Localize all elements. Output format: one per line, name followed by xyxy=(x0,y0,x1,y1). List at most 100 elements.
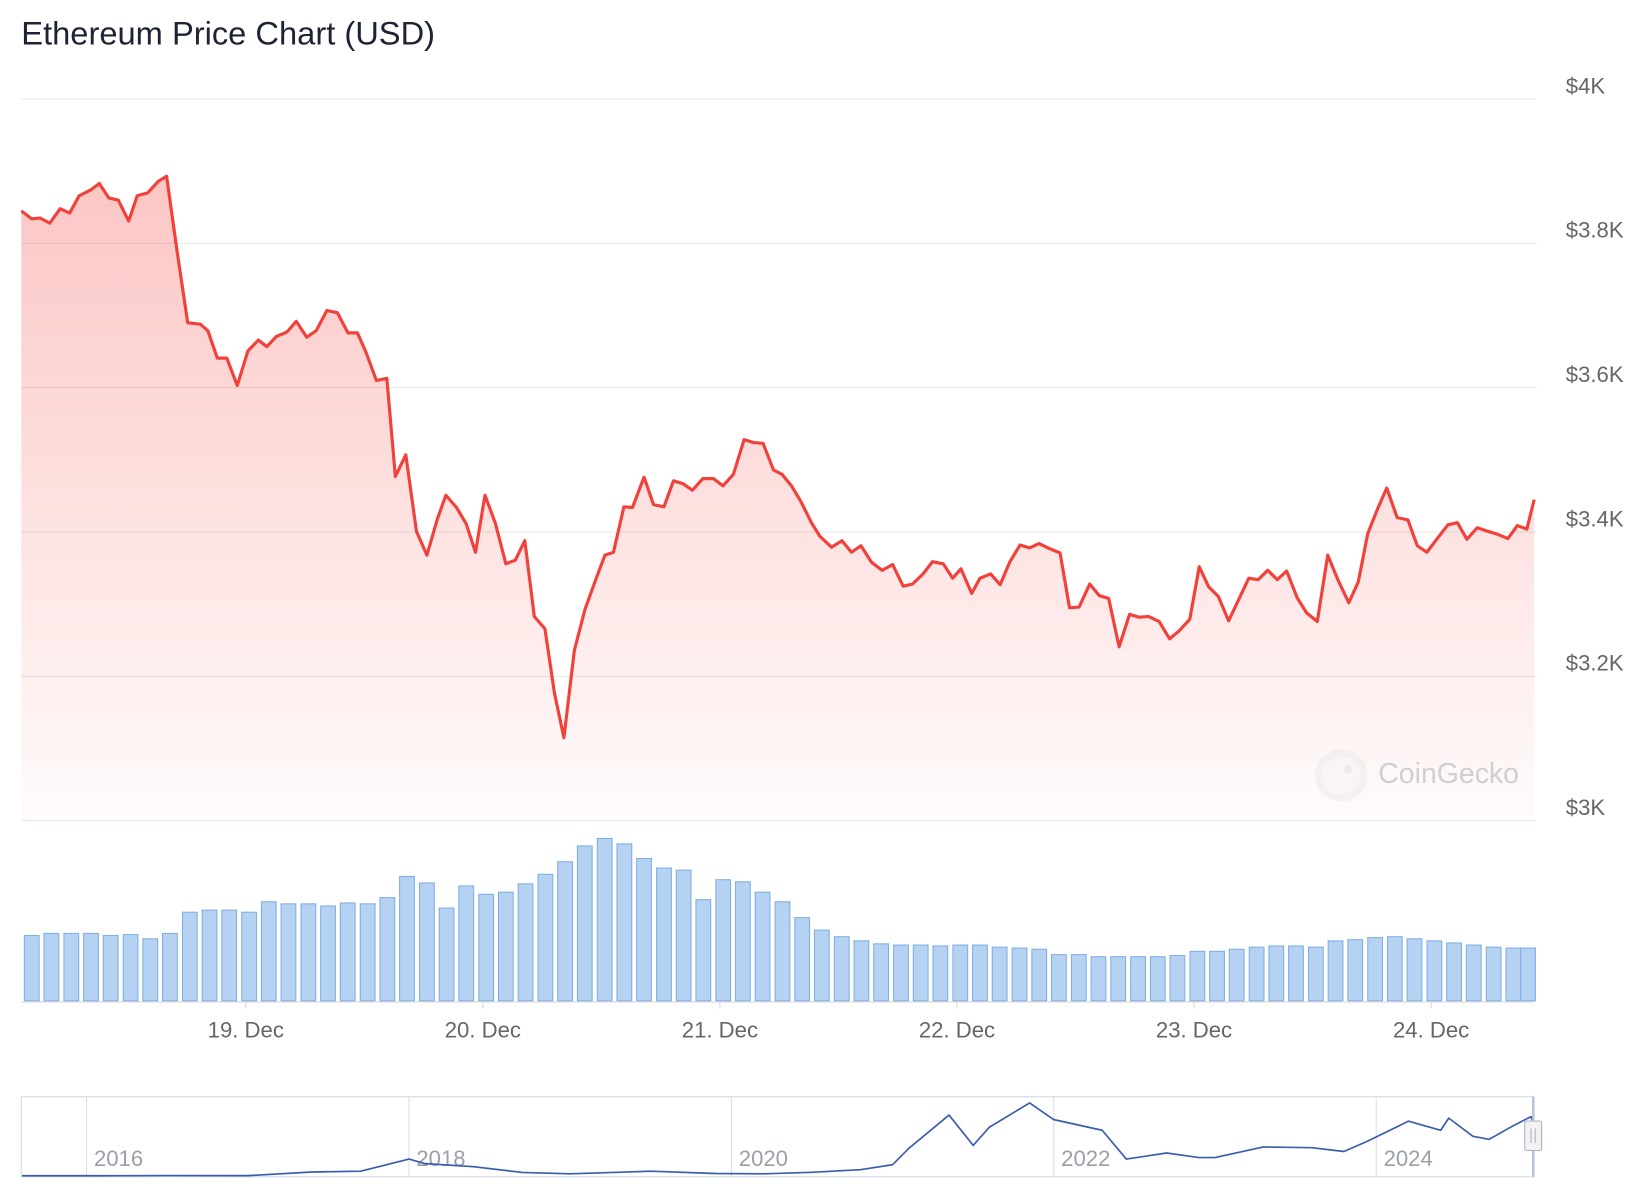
y-tick-label: $3K xyxy=(1566,795,1606,820)
volume-bar xyxy=(774,901,791,1002)
x-tick-label: 21. Dec xyxy=(682,1017,758,1042)
volume-bar xyxy=(122,934,139,1002)
volume-bar xyxy=(320,905,336,1002)
y-tick-label: $3.2K xyxy=(1566,651,1624,676)
volume-bar xyxy=(83,932,99,1002)
volume-bar xyxy=(458,885,475,1002)
volume-bar xyxy=(893,944,909,1002)
volume-bar xyxy=(1149,956,1166,1002)
volume-bar xyxy=(873,943,890,1002)
navigator-tick-label: 2022 xyxy=(1061,1146,1110,1171)
navigator-tick-label: 2016 xyxy=(94,1146,143,1171)
x-tick-label: 20. Dec xyxy=(445,1017,521,1042)
plot-area xyxy=(20,174,1536,821)
volume-bar xyxy=(399,875,415,1002)
volume-bar xyxy=(833,936,850,1002)
navigator-tick-label: 2024 xyxy=(1384,1146,1433,1171)
volume-bar xyxy=(616,843,633,1002)
x-tick-label: 19. Dec xyxy=(208,1017,284,1042)
navigator-tick-label: 2018 xyxy=(416,1146,465,1171)
volume-bar xyxy=(853,940,870,1002)
volume-bar xyxy=(675,869,692,1002)
volume-bar xyxy=(557,861,574,1002)
volume-bar xyxy=(912,944,929,1002)
volume-bar xyxy=(991,946,1008,1002)
volume-bar xyxy=(636,857,652,1002)
x-tick-label: 24. Dec xyxy=(1393,1017,1469,1042)
volume-bar xyxy=(162,932,178,1002)
volume-bar xyxy=(1268,945,1285,1002)
volume-bar xyxy=(972,944,988,1002)
volume-bar xyxy=(201,909,218,1002)
volume-bar xyxy=(1347,939,1364,1002)
volume-bar xyxy=(517,883,534,1002)
volume-bar xyxy=(339,902,356,1002)
volume-bar xyxy=(596,837,613,1002)
y-tick-label: $3.6K xyxy=(1566,362,1624,387)
y-tick-label: $3.8K xyxy=(1566,218,1624,243)
volume-bar xyxy=(794,917,811,1002)
volume-bar xyxy=(1228,948,1245,1002)
volume-bar xyxy=(1426,940,1443,1002)
volume-bar xyxy=(1090,956,1107,1002)
volume-bar xyxy=(735,881,751,1002)
volume-bar xyxy=(419,882,435,1002)
volume-bar xyxy=(715,879,732,1002)
volume-bar xyxy=(1485,946,1502,1002)
volume-bar xyxy=(1505,947,1522,1002)
y-tick-label: $4K xyxy=(1566,73,1606,98)
volume-bar xyxy=(952,944,969,1002)
volume-bar xyxy=(260,901,277,1002)
volume-bar xyxy=(359,903,376,1002)
volume-bar xyxy=(1520,947,1536,1002)
volume-bar xyxy=(932,945,949,1002)
volume-bar xyxy=(221,909,238,1002)
volume-bar xyxy=(181,911,198,1002)
volume-bar xyxy=(813,929,830,1002)
volume-bar xyxy=(1189,950,1206,1002)
volume-bar xyxy=(1307,946,1324,1002)
volume-bar xyxy=(497,891,514,1002)
volume-bar xyxy=(43,932,60,1002)
volume-bar xyxy=(438,907,455,1002)
navigator: 2016 2018 2020 2022 2024 xyxy=(20,1096,1535,1178)
volume-bar xyxy=(379,897,396,1002)
volume-bar xyxy=(656,867,672,1002)
chart-title: Ethereum Price Chart (USD) xyxy=(21,14,435,51)
volume-bar xyxy=(241,911,258,1002)
volume-bar xyxy=(1406,938,1423,1002)
volume-bar xyxy=(1386,936,1403,1002)
volume-bar xyxy=(1031,948,1048,1002)
watermark: CoinGecko xyxy=(1378,758,1519,790)
volume-bar xyxy=(1130,956,1146,1002)
y-tick-label: $3.4K xyxy=(1566,506,1624,531)
volume-bar xyxy=(537,873,554,1002)
navigator-line xyxy=(22,1102,1535,1177)
navigator-handle[interactable] xyxy=(1524,1096,1543,1177)
volume-bar xyxy=(478,893,495,1002)
volume-bar xyxy=(300,903,317,1002)
price-area xyxy=(21,176,1535,821)
volume-bar xyxy=(142,938,159,1002)
volume-bar xyxy=(63,932,80,1002)
volume-bar xyxy=(1327,940,1344,1002)
volume-bar xyxy=(695,899,712,1002)
volume-bar xyxy=(1248,946,1265,1002)
volume-bar xyxy=(1367,937,1384,1002)
volume-bar xyxy=(1011,947,1028,1002)
volume-bar xyxy=(754,891,771,1002)
volume-bar xyxy=(1465,944,1482,1002)
volume-bar xyxy=(1288,945,1304,1002)
volume-bar xyxy=(1110,956,1127,1002)
volume-bar xyxy=(23,934,40,1002)
volume-bar xyxy=(1169,954,1186,1002)
navigator-tick-label: 2020 xyxy=(739,1146,788,1171)
volume-bar xyxy=(1209,950,1225,1002)
watermark-logo xyxy=(1315,749,1368,802)
volume-bar xyxy=(1446,942,1462,1002)
x-tick-label: 22. Dec xyxy=(919,1017,995,1042)
price-line xyxy=(20,174,1536,740)
volume-bar xyxy=(102,934,119,1002)
volume-bars xyxy=(23,837,1536,1002)
